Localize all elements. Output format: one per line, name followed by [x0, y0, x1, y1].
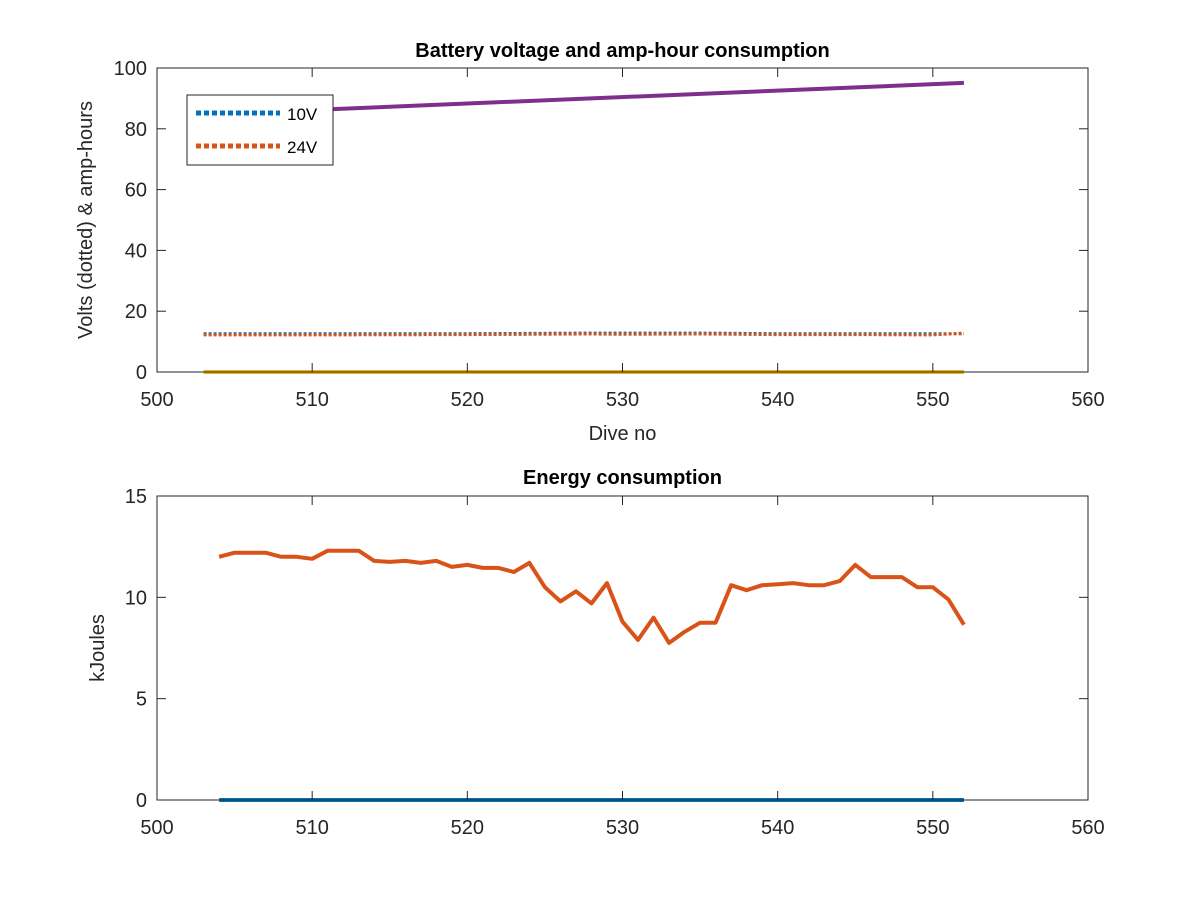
energy-chart-y-tick-label: 5	[136, 689, 147, 711]
energy-chart-x-tick-label: 530	[606, 817, 639, 839]
voltage-chart-y-tick-label: 40	[125, 240, 147, 262]
legend-box	[186, 94, 334, 166]
voltage-chart: 500 510 520 530 540 550 560 0 20 40 60 80 100 Batter…	[75, 40, 1105, 445]
energy-chart-title: Energy consumption	[523, 467, 722, 489]
voltage-chart-ticks: 500 510 520 530 540 550 560 0 20 40 60 80 100	[114, 58, 1105, 411]
voltage-chart-x-tick-label: 500	[140, 389, 173, 411]
energy-chart-y-axis-label: kJoules	[87, 614, 109, 682]
energy-chart-x-tick-label: 550	[916, 817, 949, 839]
voltage-chart-y-tick-label: 100	[114, 58, 147, 80]
energy-chart-x-tick-label: 510	[295, 817, 328, 839]
energy-chart-x-tick-label: 560	[1071, 817, 1104, 839]
voltage-chart-y-axis-label: Volts (dotted) & amp-hours	[75, 101, 97, 339]
voltage-chart-x-tick-label: 520	[451, 389, 484, 411]
legend-24v-label: 24V	[287, 138, 318, 157]
voltage-chart-x-tick-label: 510	[295, 389, 328, 411]
voltage-chart-y-tick-label: 0	[136, 362, 147, 384]
energy-chart-x-tick-label: 520	[451, 817, 484, 839]
voltage-chart-x-axis-label: Dive no	[589, 423, 657, 445]
energy-chart-x-tick-label: 540	[761, 817, 794, 839]
energy-chart-series-line-1	[218, 548, 966, 645]
energy-chart-y-tick-label: 10	[125, 587, 147, 609]
voltage-chart-x-tick-label: 530	[606, 389, 639, 411]
voltage-chart-title: Battery voltage and amp-hour consumption	[415, 40, 829, 62]
voltage-chart-y-tick-label: 20	[125, 301, 147, 323]
energy-chart-axes-box	[156, 495, 1089, 801]
energy-chart-y-tick-label: 0	[136, 790, 147, 812]
voltage-chart-x-tick-label: 560	[1071, 389, 1104, 411]
voltage-chart-x-tick-label: 540	[761, 389, 794, 411]
legend-10v-label: 10V	[287, 105, 318, 124]
voltage-chart-series-line-24v	[203, 331, 964, 337]
voltage-chart-x-tick-label: 550	[916, 389, 949, 411]
energy-chart-y-tick-label: 15	[125, 486, 147, 508]
energy-chart-x-tick-label: 500	[140, 817, 173, 839]
voltage-chart-legend: 10V 24V	[186, 94, 334, 166]
voltage-chart-y-tick-label: 80	[125, 119, 147, 141]
voltage-chart-axes-box	[156, 67, 1089, 373]
voltage-chart-y-tick-label: 60	[125, 180, 147, 202]
